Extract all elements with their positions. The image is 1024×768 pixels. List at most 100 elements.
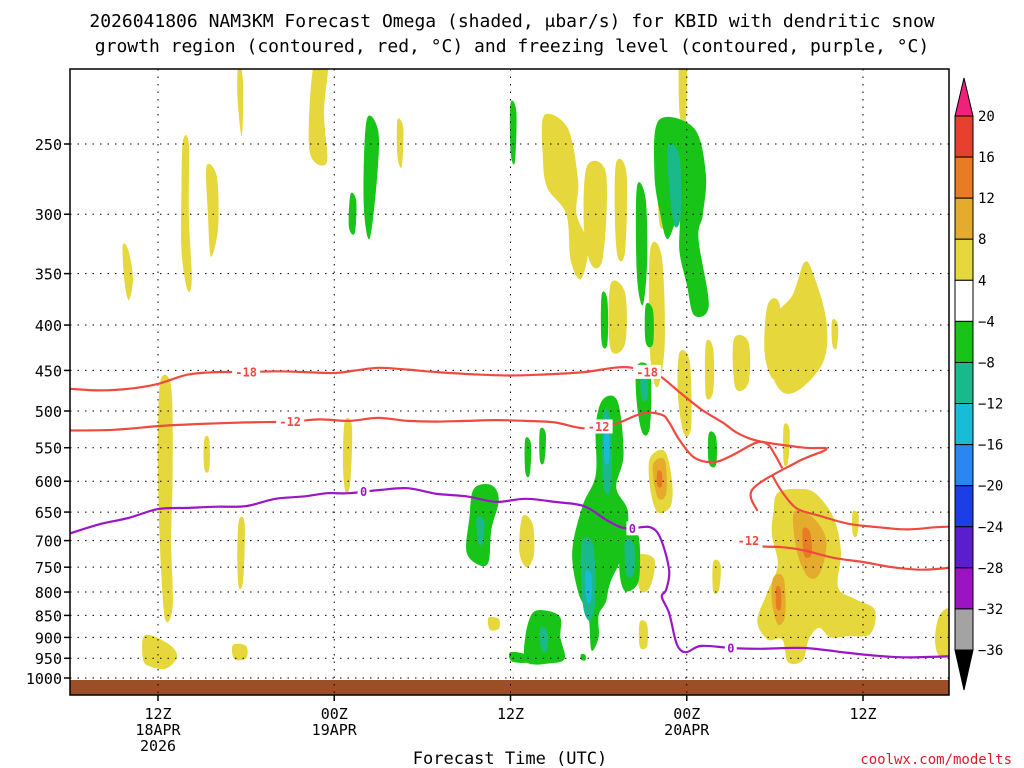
omega-region	[237, 516, 245, 590]
colorbar-tick-label: −12	[978, 397, 1003, 413]
colorbar-swatch	[954, 361, 974, 405]
contour-label-bg	[734, 533, 763, 548]
y-tick-label: 1000	[26, 670, 62, 688]
y-axis-pressure-ticks: 250 300 350 400 450 500 550 600 650 700 750 800 850 9…	[26, 136, 70, 688]
dgz-contour	[70, 411, 784, 469]
omega-region	[541, 113, 589, 280]
y-tick-label: 600	[35, 473, 62, 491]
y-tick-label: 400	[35, 317, 62, 335]
omega-region	[203, 435, 210, 473]
colorbar-swatch	[954, 320, 974, 363]
omega-region	[831, 318, 839, 350]
colorbar-swatch	[954, 444, 974, 487]
omega-region	[308, 69, 329, 166]
colorbar-swatch	[954, 197, 974, 240]
omega-region	[608, 280, 627, 354]
omega-region	[524, 437, 532, 478]
y-tick-label: 650	[35, 504, 62, 522]
x-tick-label: 19APR	[312, 721, 358, 739]
contour-label-bg	[357, 484, 370, 499]
colorbar-swatch	[954, 115, 974, 158]
y-tick-label: 800	[35, 584, 62, 602]
contour-label-bg	[724, 640, 737, 655]
omega-region	[580, 653, 586, 661]
omega-region	[539, 627, 549, 653]
omega-region	[231, 643, 248, 661]
omega-region	[519, 515, 535, 568]
omega-region	[181, 135, 192, 292]
contour-label: -18	[636, 365, 658, 379]
y-tick-label: 450	[35, 362, 62, 380]
colorbar-tick-label: 16	[978, 150, 995, 166]
contour-label: -12	[738, 534, 760, 548]
colorbar-swatch	[954, 279, 974, 322]
dgz-contour	[770, 474, 949, 531]
y-tick-label: 950	[35, 650, 62, 668]
credit-text: coolwx.com/modelts	[860, 752, 1012, 768]
colorbar-tick-label: −20	[978, 479, 1003, 495]
colorbar-swatch	[954, 608, 974, 651]
colorbar-tick-label: −8	[978, 355, 995, 371]
x-tick-label: 20APR	[664, 721, 710, 739]
colorbar-tick-label: −16	[978, 438, 1003, 454]
x-tick-label: 18APR	[135, 721, 181, 739]
omega-region	[635, 554, 656, 593]
omega-region	[653, 116, 709, 318]
colorbar-swatch	[954, 238, 974, 281]
y-tick-label: 550	[35, 440, 62, 458]
colorbar-swatch	[954, 403, 974, 446]
contour-label: -12	[588, 420, 610, 434]
contour-layer: -18 -18 -12 -12 -12 0 0 0	[70, 364, 949, 659]
omega-region	[157, 374, 173, 623]
omega-region	[624, 538, 635, 578]
omega-region	[142, 634, 178, 670]
colorbar-tick-label: 12	[978, 191, 995, 207]
x-tick-label: 12Z	[144, 705, 171, 723]
omega-region	[509, 100, 517, 165]
omega-region	[476, 516, 485, 546]
y-tick-label: 850	[35, 607, 62, 625]
plot-frame	[69, 68, 950, 696]
x-tick-label: 00Z	[321, 705, 348, 723]
colorbar-tick-label: −36	[978, 643, 1003, 659]
contour-label-bg	[276, 414, 305, 429]
colorbar: 20 16 12 8 4 −4 −8 −12 −16 −20 −24 −28 −32 −36	[954, 77, 1003, 691]
omega-region	[342, 417, 353, 495]
chart-title-line1: 2026041806 NAM3KM Forecast Omega (shaded…	[89, 11, 934, 32]
omega-region	[237, 69, 244, 137]
terrain-ground-bar	[70, 680, 949, 695]
omega-region	[585, 570, 592, 604]
x-tick-label: 12Z	[849, 705, 876, 723]
contour-label-bg	[626, 521, 639, 536]
omega-region	[667, 143, 682, 228]
omega-region	[603, 427, 610, 465]
contour-label-bg	[584, 419, 613, 434]
dgz-contour	[747, 539, 949, 571]
y-tick-label: 750	[35, 559, 62, 577]
omega-region	[205, 163, 219, 257]
y-tick-label: 900	[35, 629, 62, 647]
colorbar-swatch	[954, 567, 974, 610]
contour-label: 0	[727, 641, 734, 655]
colorbar-swatch	[954, 526, 974, 569]
omega-region	[396, 118, 404, 168]
x-tick-label: 2026	[140, 737, 176, 755]
omega-region	[348, 192, 357, 235]
contour-label: -18	[235, 366, 257, 380]
omega-region	[614, 158, 628, 262]
omega-region	[600, 291, 609, 349]
colorbar-tick-label: −32	[978, 602, 1003, 618]
x-axis-label: Forecast Time (UTC)	[413, 749, 607, 768]
contour-label-bg	[633, 364, 662, 379]
omega-region	[732, 334, 751, 392]
colorbar-tick-label: 8	[978, 232, 986, 248]
contour-label: 0	[360, 485, 367, 499]
y-tick-label: 250	[35, 136, 62, 154]
omega-region	[712, 559, 721, 594]
contour-label-bg	[232, 365, 261, 380]
omega-region	[539, 427, 547, 465]
omega-region	[363, 115, 380, 240]
omega-region	[122, 243, 133, 301]
